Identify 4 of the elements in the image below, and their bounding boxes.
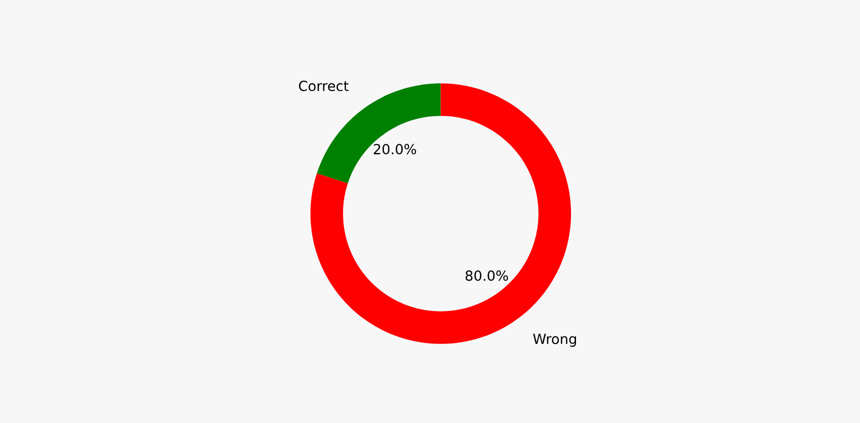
slice-label: Wrong	[533, 334, 576, 347]
data-label: 80.0%	[466, 270, 508, 281]
data-label: 20.0%	[374, 144, 416, 154]
slice-label: Correct	[298, 80, 349, 92]
